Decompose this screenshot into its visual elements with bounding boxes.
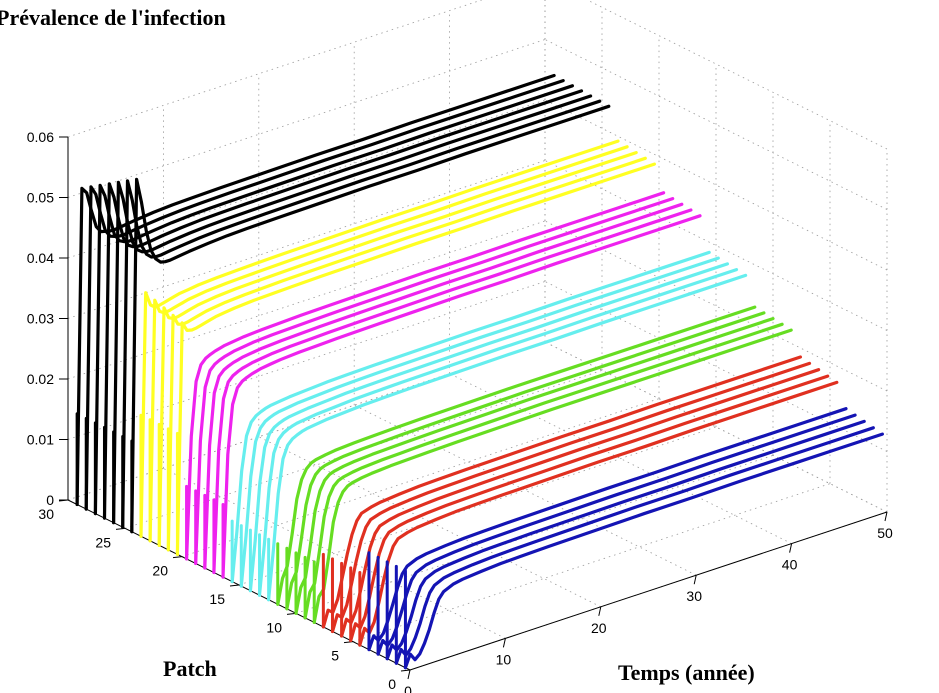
series-line (112, 94, 593, 525)
series-line (239, 256, 720, 588)
y-tick-label: 20 (152, 563, 168, 579)
series-line (403, 432, 884, 670)
x-tick-label: 20 (591, 620, 607, 636)
chart-tick-labels: 0102030405005101520253000.010.020.030.04… (27, 129, 893, 693)
z-tick-label: 0.02 (27, 371, 54, 387)
x-axis-label: Temps (année) (618, 660, 755, 685)
x-tick-mark (598, 606, 602, 616)
series-line (267, 273, 748, 602)
y-tick-label: 5 (331, 648, 339, 664)
series-line (130, 104, 611, 534)
series-line (321, 355, 802, 629)
x-tick-label: 40 (782, 557, 798, 573)
y-tick-mark (229, 584, 240, 587)
grid-line (67, 39, 546, 198)
series-line (330, 361, 812, 634)
series-line (367, 407, 848, 652)
x-tick-mark (407, 669, 411, 680)
series-line (148, 145, 629, 543)
series-line (276, 305, 757, 606)
series-line (376, 413, 857, 656)
grid-line (67, 160, 546, 319)
x-tick-mark (789, 543, 793, 553)
series-line (221, 214, 702, 579)
z-tick-label: 0.05 (27, 190, 54, 206)
series-line (385, 419, 866, 661)
series-line (212, 208, 693, 575)
y-tick-label: 30 (38, 506, 54, 522)
series-line (312, 328, 793, 624)
y-tick-label: 10 (266, 619, 282, 635)
z-tick-label: 0.01 (27, 432, 54, 448)
grid-line (67, 220, 546, 380)
y-tick-label: 25 (95, 534, 111, 550)
y-tick-label: 15 (209, 591, 225, 607)
z-tick-label: 0.06 (27, 129, 54, 145)
series-line (303, 322, 784, 620)
x-tick-mark (693, 575, 697, 585)
x-tick-label: 10 (496, 651, 512, 667)
series-line (84, 79, 565, 511)
series-line (285, 311, 766, 611)
grid-line (295, 454, 774, 614)
series-line (157, 151, 638, 547)
grid-line (67, 0, 483, 138)
grid-line (352, 483, 831, 643)
x-tick-label: 0 (404, 683, 412, 693)
x-tick-mark (502, 638, 506, 648)
series-line (230, 250, 711, 584)
series-line (248, 262, 729, 593)
series-line (257, 268, 739, 597)
series-line (93, 84, 574, 516)
chart-axes (58, 136, 888, 680)
x-tick-label: 30 (686, 588, 702, 604)
chart-series (75, 73, 884, 670)
series-line (185, 191, 666, 561)
series-line (294, 317, 775, 615)
series-line (121, 99, 602, 529)
chart-title: Prévalence de l'infection (0, 5, 226, 30)
grid-line (67, 281, 546, 440)
series-line (340, 368, 821, 638)
series-line (358, 380, 839, 647)
y-tick-mark (400, 669, 411, 672)
series-line (394, 426, 875, 665)
z-tick-label: 0.04 (27, 250, 54, 266)
series-line (102, 89, 584, 520)
grid-line (181, 398, 660, 558)
x-tick-mark (884, 511, 888, 522)
series-line (166, 156, 647, 552)
y-tick-label: 0 (388, 676, 396, 692)
y-axis-label: Patch (163, 656, 217, 681)
z-tick-label: 0.03 (27, 311, 54, 327)
x-tick-label: 50 (877, 525, 893, 541)
z-tick-label: 0 (46, 492, 54, 508)
y-tick-mark (172, 556, 183, 559)
series-line (203, 202, 684, 570)
series-line (175, 162, 656, 556)
y-tick-mark (343, 641, 354, 644)
series-line (194, 197, 675, 566)
series-line (349, 374, 830, 643)
x-axis-line (409, 511, 888, 671)
